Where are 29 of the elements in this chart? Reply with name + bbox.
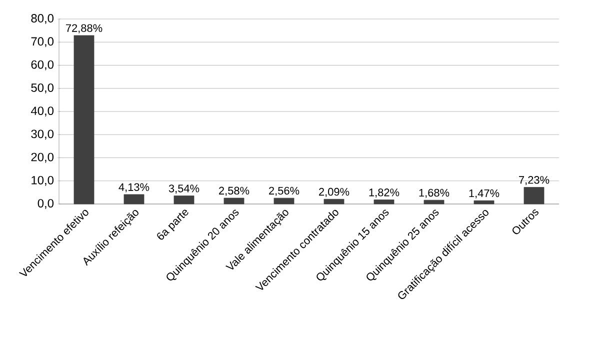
data-label: 1,47%	[469, 189, 500, 198]
y-tick-label: 50,0	[31, 83, 54, 94]
bar	[174, 196, 194, 204]
data-label: 3,54%	[168, 184, 200, 194]
bar	[324, 198, 344, 204]
bar	[524, 187, 544, 204]
data-label: 2,09%	[319, 188, 350, 197]
bar	[74, 35, 94, 204]
y-tick-label: 40,0	[31, 106, 54, 116]
y-tick-label: 60,0	[31, 60, 54, 70]
bar	[124, 194, 144, 204]
y-tick-label: 10,0	[32, 176, 54, 186]
data-label: 1,68%	[419, 188, 450, 198]
y-tick-label: 70,0	[31, 37, 54, 48]
y-tick-label: 80,0	[31, 14, 54, 24]
bar	[474, 200, 494, 204]
y-tick-label: 20,0	[31, 152, 54, 163]
bar	[224, 198, 244, 204]
data-label: 72,88%	[66, 24, 102, 34]
data-label: 2,58%	[219, 186, 250, 196]
y-tick-label: 0,0	[38, 199, 54, 209]
data-label: 1,82%	[369, 188, 400, 198]
data-label: 7,23%	[519, 176, 550, 186]
bar	[424, 200, 444, 204]
data-label: 2,56%	[269, 186, 300, 196]
y-tick-label: 30,0	[31, 130, 54, 140]
bar	[274, 198, 294, 204]
data-label: 4,13%	[118, 183, 150, 192]
bar	[374, 200, 394, 204]
